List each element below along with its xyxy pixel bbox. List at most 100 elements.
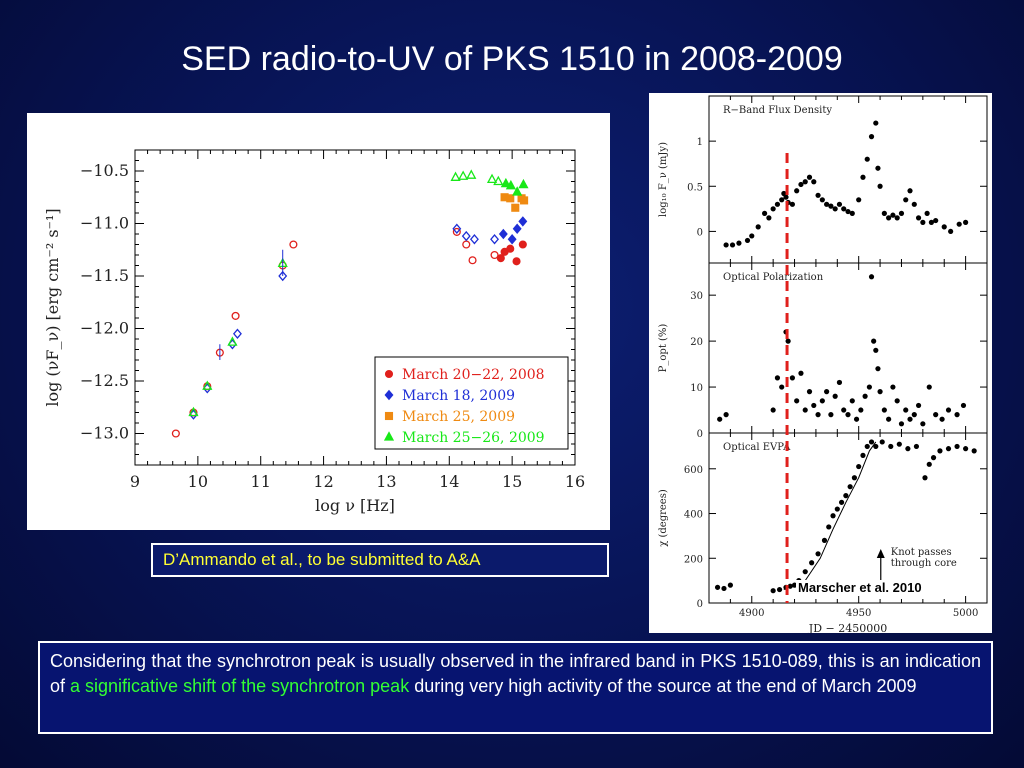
data-point — [278, 270, 288, 282]
data-point — [231, 311, 240, 320]
data-point — [789, 375, 795, 381]
data-point — [749, 233, 755, 239]
data-point — [886, 215, 892, 221]
data-point — [881, 407, 887, 413]
data-point — [903, 407, 909, 413]
data-point — [945, 407, 952, 413]
y-tick-label: 1 — [697, 137, 703, 148]
data-point — [911, 412, 917, 418]
data-point — [486, 173, 498, 184]
data-point — [832, 393, 838, 399]
model-curve — [783, 441, 877, 591]
data-point — [496, 254, 505, 263]
data-point — [963, 446, 969, 452]
legend-marker — [384, 411, 394, 421]
data-point — [729, 242, 736, 248]
conclusion-note: Considering that the synchrotron peak is… — [38, 641, 993, 734]
data-point — [860, 452, 866, 458]
data-point — [890, 212, 896, 218]
data-point — [723, 242, 729, 248]
y-tick-label: 0 — [697, 599, 703, 610]
x-tick-label: 9 — [130, 472, 140, 491]
data-point — [845, 412, 851, 418]
data-point — [787, 583, 793, 589]
legend-label: March 25−26, 2009 — [402, 430, 545, 446]
data-point — [836, 379, 843, 386]
data-point — [868, 274, 875, 280]
data-point — [941, 224, 947, 230]
data-point — [783, 194, 789, 200]
data-point — [858, 407, 864, 413]
data-point — [960, 402, 967, 409]
data-point — [721, 585, 727, 592]
data-point — [815, 551, 821, 557]
data-point — [819, 398, 825, 404]
y-tick-label: −11.0 — [80, 214, 129, 233]
data-point — [779, 384, 785, 390]
data-point — [498, 228, 508, 240]
data-point — [791, 582, 798, 588]
data-point — [717, 416, 723, 422]
panel-frame — [708, 262, 988, 434]
data-point — [894, 398, 900, 404]
data-point — [450, 171, 461, 181]
panel-frame — [708, 432, 988, 604]
annotation-text: through core — [891, 558, 957, 569]
figure-caption: D’Ammando et al., to be submitted to A&A — [151, 543, 609, 577]
data-point — [490, 234, 499, 245]
data-point — [809, 560, 815, 566]
data-point — [881, 210, 887, 216]
data-point — [856, 463, 862, 470]
data-point — [939, 416, 945, 422]
x-tick-label: 4900 — [739, 608, 764, 619]
data-point — [832, 206, 838, 212]
data-point — [171, 429, 180, 438]
data-point — [806, 389, 813, 395]
data-point — [898, 421, 905, 427]
y-tick-label: −12.0 — [80, 319, 129, 338]
data-point — [853, 416, 860, 422]
annotation-text: Knot passes — [891, 547, 952, 558]
data-point — [766, 215, 772, 221]
data-point — [755, 224, 761, 230]
data-point — [843, 493, 849, 499]
data-point — [776, 586, 783, 593]
figure-credit: Marscher et al. 2010 — [796, 580, 924, 595]
data-point — [948, 228, 954, 235]
data-point — [873, 443, 879, 450]
data-point — [188, 406, 199, 417]
data-point — [860, 174, 866, 180]
data-point — [879, 439, 885, 445]
y-tick-label: 600 — [684, 465, 703, 476]
data-point — [915, 215, 922, 221]
data-point — [770, 588, 776, 594]
note-highlight: a significative shift of the synchrotron… — [70, 676, 410, 696]
data-point — [875, 165, 881, 171]
y-axis-label: log (νF_ν) [erg cm⁻² s⁻¹] — [43, 208, 62, 406]
y-axis-label: P_opt (%) — [658, 324, 669, 373]
legend-marker — [384, 389, 394, 401]
annotation-arrowhead — [876, 549, 885, 558]
data-point — [798, 370, 804, 376]
y-axis-label: log₁₀ F_ν (mJy) — [658, 142, 669, 217]
data-point — [924, 210, 930, 216]
data-point — [871, 338, 877, 344]
data-point — [806, 174, 813, 180]
y-tick-label: −10.5 — [80, 161, 129, 180]
data-point — [945, 446, 952, 452]
y-tick-label: −13.0 — [80, 424, 129, 443]
data-point — [875, 366, 881, 372]
y-tick-label: 30 — [690, 291, 703, 302]
note-text-after: during very high activity of the source … — [409, 676, 917, 696]
data-point — [512, 186, 523, 196]
sed-chart: 9 10 11 12 13 14 15 16 −10.5 −11.0 −11.5 −12.0 −12.5… — [43, 149, 585, 515]
data-point — [493, 175, 504, 186]
data-point — [811, 402, 817, 409]
data-point — [824, 389, 830, 395]
y-tick-label: 0 — [697, 429, 703, 440]
data-point — [963, 219, 969, 225]
x-tick-label: 16 — [565, 472, 585, 491]
data-point — [798, 181, 804, 188]
x-axis-label: JD − 2450000 — [808, 622, 887, 633]
data-point — [802, 179, 808, 185]
